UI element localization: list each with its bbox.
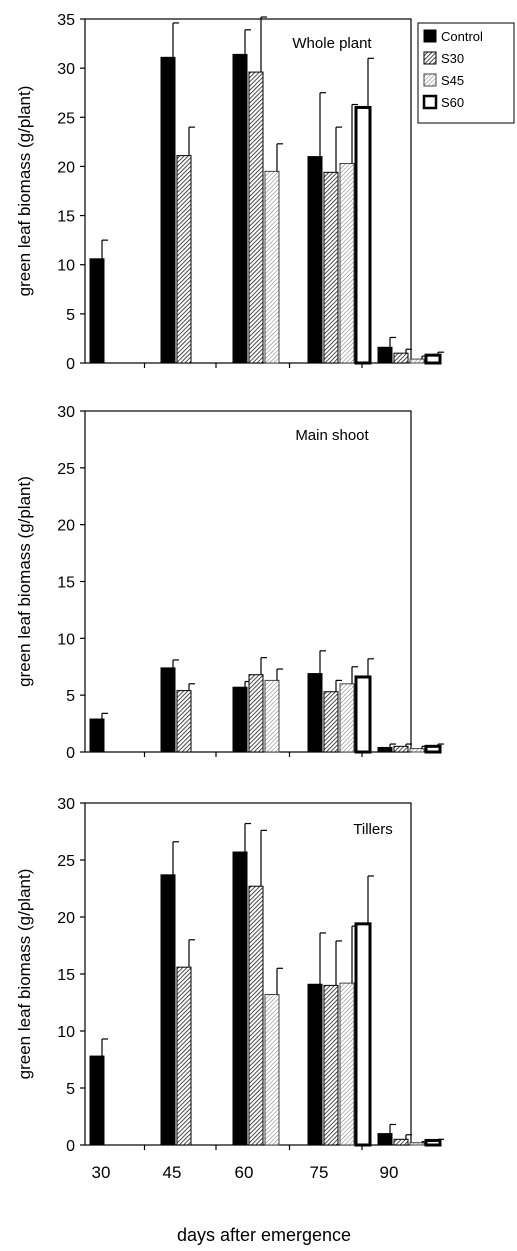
y-axis-title: green leaf biomass (g/plant) (15, 86, 34, 297)
panel-title: Main shoot (295, 427, 369, 444)
bar-s60-90 (424, 353, 442, 365)
bar-s45-90 (409, 748, 425, 753)
y-tick-label: 0 (66, 1138, 75, 1155)
y-tick-label: 5 (66, 1081, 75, 1098)
y-tick-label: 25 (57, 461, 75, 478)
bar-s45-75 (339, 683, 355, 753)
y-tick-label: 30 (57, 404, 75, 421)
panel-main-shoot: 0 5 10 15 20 25 30 green leaf biomass (g/plant)… (15, 404, 444, 762)
plot-frame (84, 18, 412, 364)
legend-label-s30: S30 (441, 51, 464, 66)
legend-swatch-s45 (423, 73, 437, 87)
bar-s30-90 (393, 352, 409, 364)
x-tick-label: 60 (235, 1163, 254, 1182)
x-tick-label: 75 (310, 1163, 329, 1182)
y-tick-label: 5 (66, 307, 75, 324)
y-tick-label: 0 (66, 356, 75, 373)
bar-s45-90 (409, 358, 425, 364)
bar-s30-60 (248, 71, 264, 364)
legend-swatch-control (423, 29, 437, 43)
y-tick-label: 20 (57, 159, 75, 176)
bar-control-75 (307, 983, 323, 1146)
legend-swatch-s60 (422, 94, 438, 110)
y-tick-label: 30 (57, 61, 75, 78)
bar-control-60 (232, 851, 248, 1146)
y-tick-label: 0 (66, 745, 75, 762)
bar-control-60 (232, 686, 248, 753)
bar-s60-75 (354, 922, 372, 1147)
legend: Control S30 S45 S60 (417, 22, 515, 124)
bar-s30-75 (323, 171, 339, 364)
y-tick-label: 30 (57, 796, 75, 813)
bar-s30-45 (176, 690, 192, 753)
bar-s30-90 (393, 1138, 409, 1146)
y-tick-label: 10 (57, 258, 75, 275)
legend-label-s60: S60 (441, 95, 464, 110)
y-tick-label: 20 (57, 910, 75, 927)
bar-s45-75 (339, 982, 355, 1146)
legend-label-control: Control (441, 29, 483, 44)
bar-control-90 (377, 346, 393, 364)
bar-s60-75 (354, 105, 372, 365)
legend-label-s45: S45 (441, 73, 464, 88)
panel-title: Whole plant (292, 35, 372, 52)
bar-control-30 (89, 718, 105, 753)
bar-s60-90 (424, 744, 442, 754)
bar-control-75 (307, 156, 323, 364)
panel-title: Tillers (353, 821, 392, 838)
x-tick-label: 30 (92, 1163, 111, 1182)
x-axis-title: days after emergence (177, 1225, 351, 1245)
bar-s45-60 (264, 679, 280, 753)
bar-s30-90 (393, 745, 409, 753)
bar-control-90 (377, 746, 393, 753)
bar-s30-45 (176, 155, 192, 364)
bar-control-30 (89, 258, 105, 364)
bar-s30-45 (176, 966, 192, 1146)
bar-control-45 (160, 56, 176, 364)
bar-control-30 (89, 1055, 105, 1146)
y-tick-label: 10 (57, 631, 75, 648)
y-tick-label: 15 (57, 209, 75, 226)
bar-control-45 (160, 874, 176, 1146)
bar-control-45 (160, 667, 176, 753)
y-tick-label: 10 (57, 1024, 75, 1041)
bar-s45-75 (339, 162, 355, 364)
bar-control-75 (307, 673, 323, 753)
panel-whole-plant: 0 5 10 15 20 25 30 35 green leaf biomass (g/plan… (15, 12, 444, 373)
bar-s45-60 (264, 170, 280, 364)
panel-tillers: 0 5 10 15 20 25 30 green leaf biomass (g/plant)… (15, 796, 444, 1182)
bar-s30-60 (248, 674, 264, 753)
bar-control-60 (232, 53, 248, 364)
y-tick-label: 15 (57, 967, 75, 984)
bar-s30-75 (323, 984, 339, 1146)
bar-control-90 (377, 1133, 393, 1146)
y-tick-label: 20 (57, 518, 75, 535)
y-tick-label: 35 (57, 12, 75, 29)
x-tick-label: 45 (163, 1163, 182, 1182)
bar-s30-60 (248, 885, 264, 1146)
y-tick-label: 25 (57, 853, 75, 870)
bar-s45-60 (264, 994, 280, 1146)
bar-s30-75 (323, 691, 339, 753)
y-tick-label: 5 (66, 688, 75, 705)
y-axis-title: green leaf biomass (g/plant) (15, 869, 34, 1080)
y-axis-title: green leaf biomass (g/plant) (15, 476, 34, 687)
y-tick-label: 25 (57, 110, 75, 127)
legend-swatch-s30 (423, 51, 437, 65)
y-tick-label: 15 (57, 575, 75, 592)
bar-s60-90 (424, 1138, 442, 1147)
bar-s60-75 (354, 675, 372, 754)
x-tick-label: 90 (380, 1163, 399, 1182)
bar-s45-90 (409, 1142, 425, 1146)
